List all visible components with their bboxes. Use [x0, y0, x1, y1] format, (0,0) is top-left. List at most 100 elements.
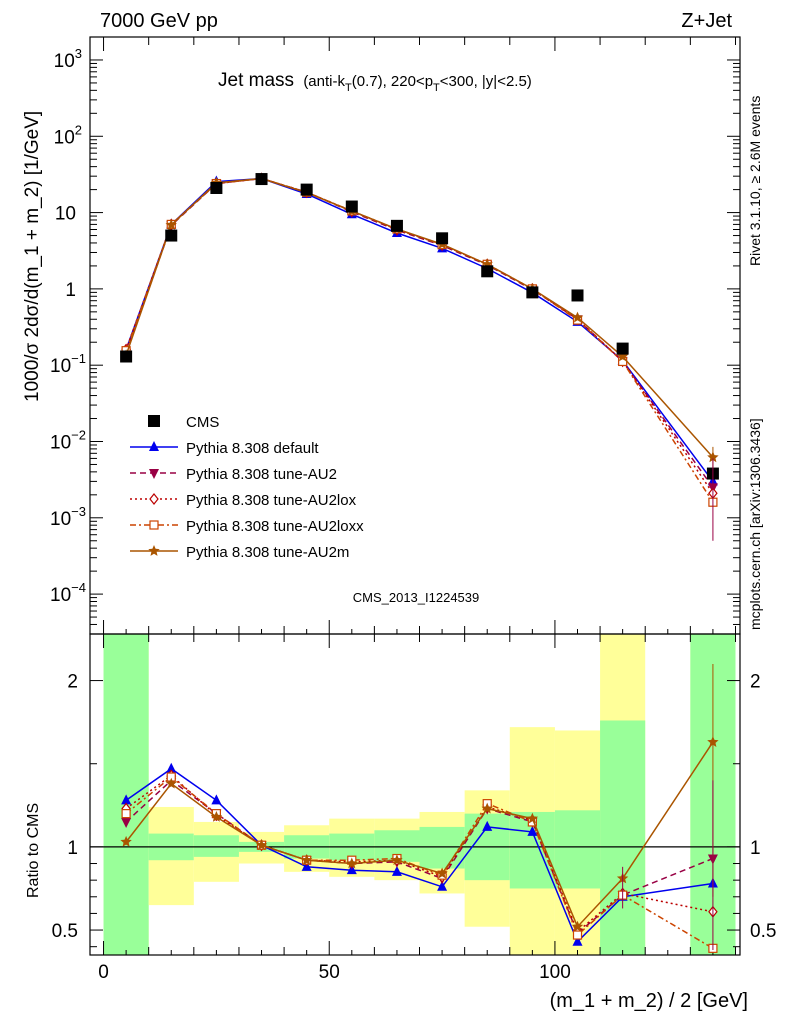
rivet-label: Rivet 3.1.10, ≥ 2.6M events	[747, 96, 763, 266]
plot-title: Jet mass (anti-kT(0.7), 220<pT<300, |y|<…	[218, 70, 532, 94]
ratio-uncertainty-bands	[103, 634, 736, 955]
x-tick-label-1: 50	[319, 962, 340, 983]
legend-label-0: Pythia 8.308 default	[186, 440, 319, 457]
ratio-series-0-point	[166, 762, 177, 773]
header-right: Z+Jet	[681, 10, 732, 32]
ratio-series-3-point	[121, 809, 131, 819]
series-layer	[120, 172, 719, 953]
ratio-ytick-label-right-1: 1	[750, 838, 761, 859]
ratio-series-4-point	[210, 811, 223, 822]
main-ytick-exponent: −4	[71, 580, 86, 595]
ratio-series-4-point	[301, 854, 313, 866]
ratio-band-green-7	[419, 826, 465, 869]
cms-data-point	[526, 286, 539, 299]
main-ylabel: 1000/σ 2dσ/d(m_1 + m_2) [1/GeV]	[22, 111, 43, 402]
main-ytick-exponent: 2	[75, 122, 82, 137]
cms-data-point	[390, 219, 403, 232]
ratio-series-0-point	[527, 825, 538, 836]
ratio-ylabel: Ratio to CMS	[25, 803, 42, 898]
ratio-series-0-point	[211, 794, 222, 805]
x-tick-label-0: 0	[98, 962, 109, 983]
legend-marker-1	[149, 469, 159, 479]
ratio-series-4-point	[391, 854, 403, 866]
main-series-4-point	[616, 350, 629, 362]
cms-data-point	[436, 232, 449, 245]
ratio-series-4-point	[571, 920, 584, 932]
ratio-ytick-label-right-2: 2	[750, 672, 761, 693]
ratio-series-0-point	[121, 794, 132, 805]
main-ytick-label-1: 102	[54, 122, 82, 148]
cms-data-point	[120, 350, 133, 363]
cms-data-point	[255, 173, 268, 186]
ratio-plot-frame: 0 50 100 0.5 0.5 1 1 2 2	[52, 633, 776, 983]
main-ytick-mantissa: 10	[55, 204, 76, 225]
legend-marker-2	[149, 493, 159, 505]
main-ytick-exponent: −1	[71, 351, 86, 366]
legend-marker-4	[148, 545, 160, 556]
main-ytick-exponent: 3	[75, 46, 82, 61]
ratio-series-0-point	[437, 880, 448, 891]
legend-label-2: Pythia 8.308 tune-AU2lox	[186, 492, 357, 509]
legend-label-cms: CMS	[186, 414, 219, 431]
main-ytick-label-6: 10−3	[50, 504, 86, 530]
main-ytick-label-5: 10−2	[50, 427, 86, 453]
main-ytick-mantissa: 10	[50, 432, 71, 453]
main-series-line-0	[125, 177, 714, 482]
ratio-series-4-point	[120, 835, 132, 847]
ratio-series-0-point	[572, 935, 583, 946]
header-left: 7000 GeV pp	[100, 10, 218, 32]
ratio-ytick-label-right-0: 0.5	[750, 921, 776, 942]
main-series-4-point	[165, 218, 177, 230]
ratio-series-1-point	[121, 817, 132, 828]
legend-label-1: Pythia 8.308 tune-AU2	[186, 466, 337, 483]
ratio-series-4-point	[255, 839, 268, 851]
ratio-ytick-label-left-1: 1	[67, 838, 78, 859]
main-ytick-mantissa: 10	[50, 356, 71, 377]
ratio-series-0-point	[482, 820, 493, 831]
ratio-band-green-2	[193, 835, 239, 857]
ratio-series-0-point	[391, 865, 402, 876]
cms-data-point	[616, 342, 629, 355]
cms-data-point	[300, 183, 313, 196]
main-ytick-mantissa: 10	[54, 51, 75, 72]
title-main: Jet mass	[218, 70, 294, 91]
title-sub-T2: T	[433, 82, 440, 94]
main-ytick-mantissa: 10	[50, 585, 71, 606]
cms-data-point	[481, 265, 494, 278]
mcplots-label: mcplots.cern.ch [arXiv:1306.3436]	[747, 418, 763, 630]
ratio-series-4-point	[165, 777, 177, 789]
cms-data-point	[210, 181, 223, 194]
ratio-ytick-label-left-2: 2	[67, 672, 78, 693]
legend-marker-0	[149, 441, 159, 451]
main-ytick-mantissa: 1	[65, 280, 76, 301]
title-sub-T1: T	[345, 82, 352, 94]
title-sub-3: <300, |y|<2.5)	[440, 73, 532, 90]
ratio-series-3-point	[572, 930, 583, 940]
main-ytick-mantissa: 10	[50, 509, 71, 530]
main-ytick-exponent: −3	[71, 504, 86, 519]
legend: CMS Pythia 8.308 default Pythia 8.308 tune…	[130, 414, 364, 561]
x-axis-label: (m_1 + m_2) / 2 [GeV]	[550, 990, 748, 1012]
legend-marker-cms	[148, 415, 160, 427]
ratio-series-4-point	[481, 802, 493, 814]
main-ytick-label-2: 10	[55, 204, 76, 225]
main-ytick-label-0: 103	[54, 46, 82, 72]
main-ytick-label-3: 1	[65, 280, 76, 301]
x-tick-label-2: 100	[539, 962, 571, 983]
main-series-4-point	[571, 311, 584, 323]
main-ytick-label-7: 10−4	[50, 580, 86, 606]
ratio-ytick-label-left-0: 0.5	[52, 921, 78, 942]
ratio-frame-border	[89, 633, 741, 956]
legend-label-4: Pythia 8.308 tune-AU2m	[186, 544, 349, 561]
cms-data-point	[165, 229, 178, 242]
legend-marker-3	[149, 520, 159, 530]
title-sub-2: (0.7), 220<p	[352, 73, 433, 90]
main-ytick-mantissa: 10	[54, 127, 75, 148]
analysis-watermark: CMS_2013_I1224539	[353, 590, 480, 605]
ratio-band-green-10	[554, 810, 601, 889]
ratio-band-green-11	[600, 720, 646, 955]
legend-label-3: Pythia 8.308 tune-AU2loxx	[186, 518, 364, 535]
main-ytick-label-4: 10−1	[50, 351, 86, 377]
